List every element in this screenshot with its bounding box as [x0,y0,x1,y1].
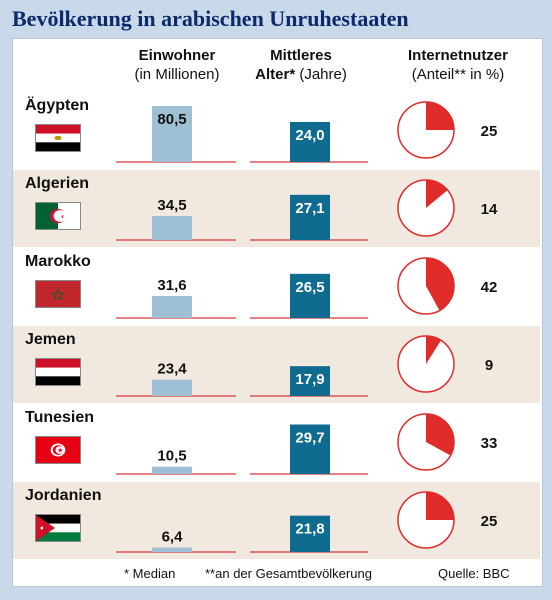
header-median-age: Mittleres Alter* (Jahre) [236,46,366,84]
median-age-label: 26,5 [295,279,324,296]
header-internet: Internetnutzer (Anteil** in %) [383,46,533,84]
internet-label: 25 [481,513,498,530]
header-population-unit: (in Millionen) [134,66,220,83]
median-age-bar [290,273,330,318]
internet-label: 25 [481,123,498,140]
row-chart-svg: 10,5 29,7 33 [116,413,498,475]
country-name: Algerien [25,175,90,192]
median-age-label: 24,0 [295,127,324,144]
internet-pie-slice [426,180,448,208]
header-median-age-title: Mittleres [270,47,332,64]
header-median-age-unit: Alter* (Jahre) [255,66,347,83]
internet-label: 33 [481,435,498,452]
footnote-share: **an der Gesamtbevölkerung [205,566,372,581]
source-note: Quelle: BBC [438,566,510,581]
country-name: Ägypten [25,97,89,114]
country-name: Marokko [25,253,91,270]
header-population: Einwohner (in Millionen) [112,46,242,84]
country-row: Tunesien 10,5 29,7 33 [13,404,540,481]
population-label: 6,4 [162,529,184,546]
row-chart-svg: 31,6 26,5 42 [116,257,498,319]
population-label: 31,6 [157,277,186,294]
population-label: 10,5 [157,448,186,465]
internet-label: 42 [481,279,498,296]
row-chart-svg: 80,5 24,0 25 [116,101,498,163]
country-name: Jemen [25,331,76,348]
internet-pie-slice [426,258,455,311]
internet-pie-slice [426,414,455,456]
internet-label: 14 [481,201,498,218]
population-bar [152,106,192,162]
header-population-title: Einwohner [138,47,216,64]
internet-pie-slice [426,102,454,130]
median-age-bar [290,122,330,162]
country-row: Ägypten 80,5 24,0 25 [13,92,540,169]
country-name: Tunesien [25,409,95,426]
population-bar [152,296,192,318]
chart-title: Bevölkerung in arabischen Unruhestaaten [12,6,409,31]
internet-label: 9 [485,357,493,374]
row-chart-svg: 23,4 17,9 9 [116,335,493,397]
median-age-bar [290,194,330,240]
internet-pie-slice [426,336,441,364]
median-age-label: 29,7 [295,430,324,447]
median-age-bar [290,515,330,552]
population-bar [152,216,192,240]
median-age-label: 27,1 [295,200,324,217]
country-name: Jordanien [25,487,102,504]
flag-jordan-icon [35,514,81,542]
population-label: 34,5 [157,197,186,214]
population-bar [152,466,192,474]
internet-pie-slice [426,492,454,520]
footnote-median: * Median [124,566,176,581]
population-bar [152,379,192,396]
country-row: Marokko 31,6 26,5 42 [13,248,540,325]
header-internet-title: Internetnutzer [407,47,508,64]
flag-morocco-icon [35,280,81,308]
flag-yemen-icon [35,358,81,386]
population-label: 80,5 [157,111,186,128]
median-age-label: 17,9 [295,371,324,388]
median-age-label: 21,8 [295,521,324,538]
flag-algeria-icon [35,202,81,230]
flag-tunisia-icon [35,436,81,464]
country-row: Jemen 23,4 17,9 9 [13,326,540,403]
row-chart-svg: 6,4 21,8 25 [116,491,498,553]
median-age-bar [290,366,330,396]
header-internet-unit: (Anteil** in %) [411,66,505,83]
row-chart-svg: 34,5 27,1 14 [116,179,498,241]
population-label: 23,4 [157,361,187,378]
country-row: Jordanien 6,4 21,8 25 [13,482,540,559]
median-age-bar [290,424,330,474]
population-bar [152,547,192,552]
flag-egypt-icon [35,124,81,152]
country-row: Algerien 34,5 27,1 14 [13,170,540,247]
